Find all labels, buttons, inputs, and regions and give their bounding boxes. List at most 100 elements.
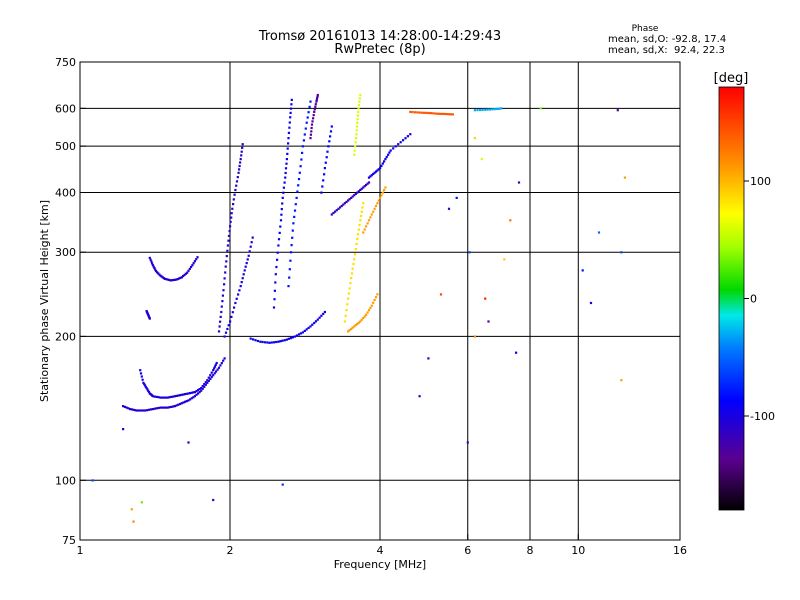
data-point bbox=[229, 220, 232, 223]
data-point bbox=[283, 181, 286, 184]
data-point bbox=[356, 191, 359, 194]
data-point bbox=[429, 112, 432, 115]
data-point bbox=[406, 135, 409, 138]
data-point bbox=[353, 325, 356, 328]
data-point bbox=[233, 193, 236, 196]
data-point bbox=[232, 198, 235, 201]
data-point bbox=[366, 222, 369, 225]
data-point bbox=[122, 405, 125, 408]
data-point bbox=[184, 272, 187, 275]
data-point bbox=[329, 130, 333, 133]
data-point bbox=[251, 236, 254, 239]
data-point bbox=[356, 237, 359, 240]
data-point bbox=[140, 501, 143, 504]
data-point bbox=[304, 127, 307, 130]
data-point bbox=[216, 368, 219, 371]
data-point bbox=[312, 117, 315, 120]
data-point bbox=[420, 111, 423, 114]
data-point bbox=[239, 158, 242, 161]
data-point bbox=[315, 98, 318, 102]
data-point bbox=[373, 298, 376, 302]
data-point bbox=[290, 103, 293, 106]
data-point bbox=[238, 289, 241, 292]
data-point bbox=[151, 264, 154, 267]
data-point bbox=[212, 374, 215, 377]
data-point bbox=[350, 327, 353, 330]
data-point bbox=[370, 304, 373, 307]
data-point bbox=[249, 245, 252, 248]
data-point bbox=[230, 212, 233, 215]
data-point bbox=[201, 385, 204, 388]
data-point bbox=[284, 176, 287, 179]
data-point bbox=[155, 407, 158, 410]
data-point bbox=[589, 301, 593, 305]
data-point bbox=[224, 331, 228, 334]
data-point bbox=[206, 379, 209, 382]
y-axis-label: Stationary phase Virtual Height [km] bbox=[38, 200, 51, 402]
data-point bbox=[335, 209, 338, 212]
phase-stats-x: mean, sd,X: 92.4, 22.3 bbox=[608, 45, 725, 56]
data-point bbox=[234, 301, 237, 305]
data-point bbox=[284, 167, 288, 170]
data-point bbox=[287, 337, 290, 340]
data-point bbox=[351, 195, 354, 198]
data-point bbox=[259, 340, 262, 343]
data-point bbox=[623, 176, 626, 179]
data-point bbox=[227, 239, 230, 242]
data-point bbox=[291, 336, 295, 339]
data-point bbox=[326, 150, 329, 153]
data-point bbox=[367, 309, 371, 312]
data-point bbox=[323, 310, 326, 314]
data-point bbox=[431, 112, 434, 115]
data-point bbox=[349, 282, 352, 285]
data-point bbox=[166, 278, 169, 281]
data-point bbox=[437, 112, 440, 115]
data-point bbox=[179, 402, 182, 406]
data-point bbox=[212, 498, 215, 502]
data-point bbox=[157, 406, 160, 410]
data-point bbox=[365, 183, 368, 187]
data-point bbox=[152, 265, 155, 268]
data-point bbox=[356, 322, 359, 325]
data-point bbox=[289, 107, 293, 110]
data-point bbox=[210, 371, 213, 374]
data-point bbox=[354, 145, 357, 148]
data-point bbox=[125, 406, 128, 409]
data-point bbox=[385, 155, 388, 159]
data-point bbox=[387, 153, 390, 156]
data-point bbox=[139, 369, 142, 372]
data-point bbox=[360, 318, 363, 321]
data-point bbox=[500, 107, 503, 110]
data-point bbox=[240, 154, 243, 157]
data-point bbox=[340, 204, 343, 208]
data-point bbox=[286, 152, 289, 155]
data-point bbox=[154, 268, 157, 271]
x-tick-label: 6 bbox=[464, 544, 471, 557]
data-point bbox=[231, 311, 234, 314]
data-point bbox=[350, 277, 353, 280]
data-point bbox=[328, 140, 331, 143]
data-point bbox=[422, 111, 426, 114]
data-point bbox=[143, 409, 147, 412]
data-point bbox=[274, 273, 277, 276]
data-point bbox=[275, 265, 278, 269]
data-point bbox=[175, 394, 178, 397]
data-point bbox=[372, 172, 375, 176]
data-point bbox=[394, 145, 397, 148]
data-point bbox=[397, 143, 400, 146]
data-point bbox=[272, 306, 276, 309]
data-point bbox=[178, 277, 181, 280]
data-point bbox=[303, 133, 306, 136]
data-point bbox=[293, 335, 297, 338]
data-point bbox=[301, 151, 304, 154]
data-point bbox=[163, 396, 166, 399]
data-point bbox=[362, 317, 365, 320]
data-point bbox=[215, 361, 218, 365]
data-point bbox=[620, 379, 623, 382]
data-point bbox=[363, 185, 366, 188]
data-point bbox=[159, 406, 162, 409]
data-point bbox=[351, 326, 354, 329]
data-point bbox=[363, 228, 366, 231]
data-point bbox=[379, 167, 382, 170]
